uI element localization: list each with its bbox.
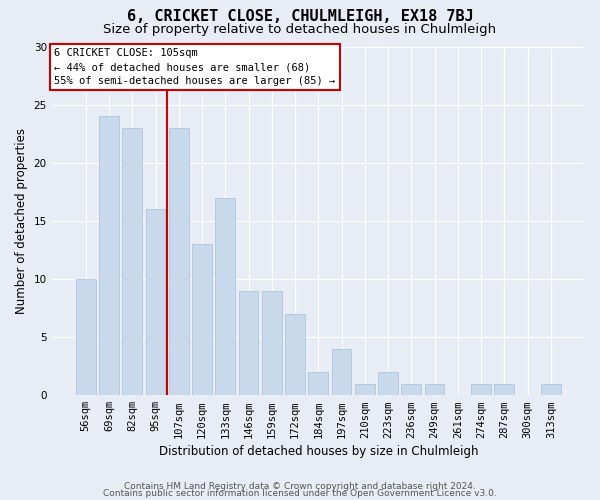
Bar <box>99 116 119 395</box>
Bar <box>425 384 445 395</box>
Bar <box>355 384 375 395</box>
Bar <box>541 384 561 395</box>
Bar <box>332 348 352 395</box>
Bar <box>215 198 235 395</box>
X-axis label: Distribution of detached houses by size in Chulmleigh: Distribution of detached houses by size … <box>158 444 478 458</box>
Bar <box>239 290 259 395</box>
Bar <box>285 314 305 395</box>
Bar <box>192 244 212 395</box>
Text: Size of property relative to detached houses in Chulmleigh: Size of property relative to detached ho… <box>103 22 497 36</box>
Bar <box>122 128 142 395</box>
Text: Contains public sector information licensed under the Open Government Licence v3: Contains public sector information licen… <box>103 489 497 498</box>
Bar <box>146 209 166 395</box>
Text: Contains HM Land Registry data © Crown copyright and database right 2024.: Contains HM Land Registry data © Crown c… <box>124 482 476 491</box>
Text: 6, CRICKET CLOSE, CHULMLEIGH, EX18 7BJ: 6, CRICKET CLOSE, CHULMLEIGH, EX18 7BJ <box>127 9 473 24</box>
Bar <box>471 384 491 395</box>
Bar <box>308 372 328 395</box>
Bar <box>262 290 282 395</box>
Y-axis label: Number of detached properties: Number of detached properties <box>15 128 28 314</box>
Bar <box>401 384 421 395</box>
Bar <box>378 372 398 395</box>
Bar <box>76 279 95 395</box>
Bar <box>494 384 514 395</box>
Bar <box>169 128 188 395</box>
Text: 6 CRICKET CLOSE: 105sqm
← 44% of detached houses are smaller (68)
55% of semi-de: 6 CRICKET CLOSE: 105sqm ← 44% of detache… <box>55 48 335 86</box>
